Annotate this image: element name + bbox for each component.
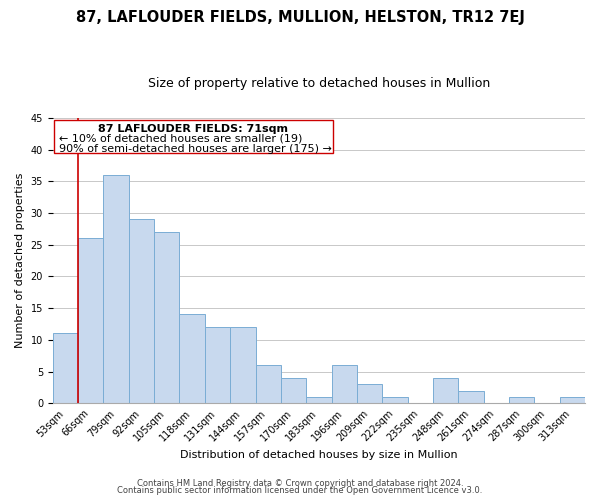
Bar [129,220,154,403]
Bar [509,397,535,403]
Bar [53,334,78,403]
Bar [560,397,585,403]
Bar [433,378,458,403]
Bar [230,327,256,403]
Bar [103,175,129,403]
Bar [306,397,332,403]
Text: Contains HM Land Registry data © Crown copyright and database right 2024.: Contains HM Land Registry data © Crown c… [137,478,463,488]
FancyBboxPatch shape [54,120,333,153]
Bar [357,384,382,403]
Bar [458,390,484,403]
Text: Contains public sector information licensed under the Open Government Licence v3: Contains public sector information licen… [118,486,482,495]
Text: ← 10% of detached houses are smaller (19): ← 10% of detached houses are smaller (19… [59,134,302,144]
Bar [205,327,230,403]
Text: 90% of semi-detached houses are larger (175) →: 90% of semi-detached houses are larger (… [59,144,332,154]
Bar [154,232,179,403]
Bar [179,314,205,403]
Y-axis label: Number of detached properties: Number of detached properties [15,173,25,348]
Text: 87 LAFLOUDER FIELDS: 71sqm: 87 LAFLOUDER FIELDS: 71sqm [98,124,289,134]
Bar [78,238,103,403]
Bar [382,397,407,403]
Text: 87, LAFLOUDER FIELDS, MULLION, HELSTON, TR12 7EJ: 87, LAFLOUDER FIELDS, MULLION, HELSTON, … [76,10,524,25]
X-axis label: Distribution of detached houses by size in Mullion: Distribution of detached houses by size … [180,450,458,460]
Title: Size of property relative to detached houses in Mullion: Size of property relative to detached ho… [148,78,490,90]
Bar [281,378,306,403]
Bar [256,365,281,403]
Bar [332,365,357,403]
